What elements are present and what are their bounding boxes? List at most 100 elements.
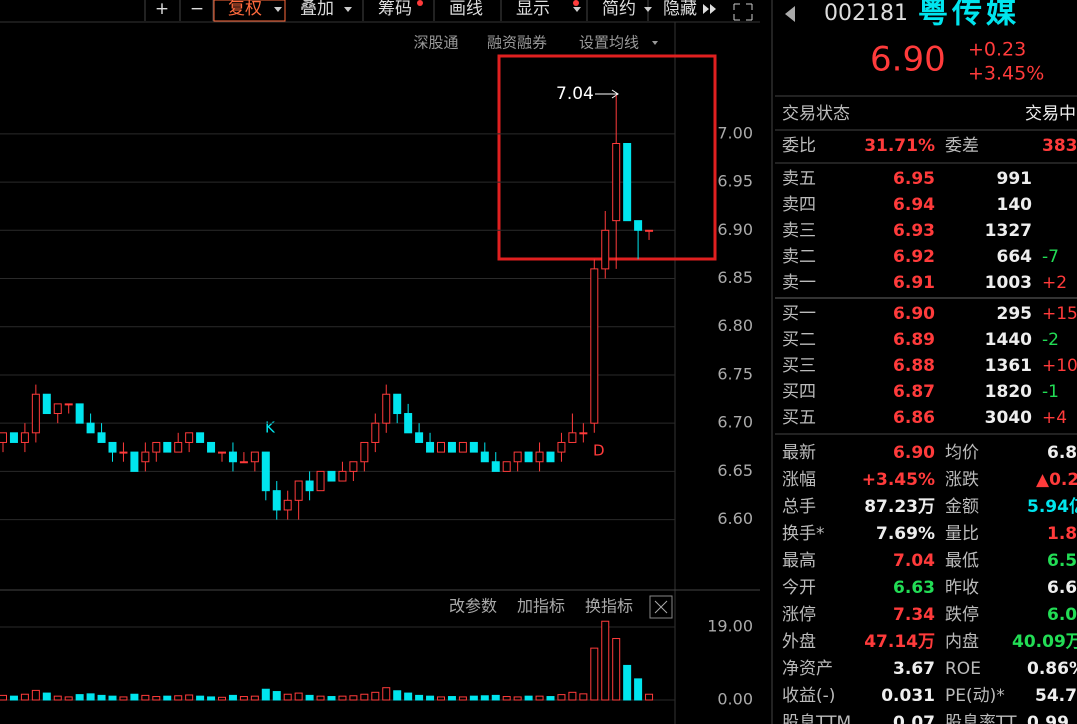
- toolbar-button[interactable]: +: [155, 0, 169, 19]
- y-tick-label: 6.95: [717, 172, 753, 191]
- book-change: -2: [1042, 330, 1059, 350]
- toolbar-button[interactable]: 简约: [602, 0, 636, 19]
- last-price: 6.90: [870, 40, 946, 80]
- toolbar-button[interactable]: 筹码: [378, 0, 412, 19]
- book-price: 6.91: [893, 273, 935, 293]
- book-label: 买一: [782, 304, 816, 324]
- stat-label: 涨跌: [945, 470, 979, 490]
- value: 383: [1042, 136, 1077, 156]
- volume-bar: [239, 696, 248, 701]
- candle-body: [174, 441, 183, 453]
- volume-bar: [480, 695, 489, 701]
- candle-body: [524, 451, 533, 463]
- indicator-button[interactable]: 改参数: [449, 597, 497, 616]
- candle-body: [130, 451, 139, 472]
- candle-body: [250, 451, 259, 463]
- stat-label: 内盘: [945, 632, 979, 652]
- toolbar-button[interactable]: 复权: [228, 0, 262, 19]
- active-tab: [213, 0, 286, 22]
- candle-body: [196, 432, 205, 443]
- candle-body: [64, 403, 73, 406]
- y-tick-label: 6.75: [717, 364, 753, 383]
- candle-body: [590, 268, 599, 424]
- volume-bar: [9, 695, 18, 701]
- change: +0.23: [968, 39, 1026, 61]
- candle-body: [327, 470, 336, 482]
- candle-body: [458, 441, 467, 453]
- book-label: 卖四: [782, 195, 816, 215]
- candle-body: [283, 499, 292, 511]
- volume-bar: [393, 690, 402, 701]
- candle-body: [9, 432, 18, 443]
- candle-body: [305, 480, 314, 492]
- stat-label: 最新: [782, 443, 816, 463]
- candle-body: [612, 143, 621, 222]
- candle-body: [53, 403, 62, 415]
- stock-code: 002181: [824, 1, 908, 26]
- stat-label: 今开: [782, 578, 816, 598]
- volume-bar: [130, 693, 139, 701]
- stat-value: 1.8: [1047, 524, 1077, 544]
- stat-label: 收益(-): [782, 686, 835, 706]
- y-tick-label: 6.70: [717, 413, 753, 432]
- volume-bar: [185, 694, 194, 701]
- sub-button[interactable]: 融资融券: [487, 34, 547, 52]
- stat-label: 外盘: [782, 632, 816, 652]
- book-price: 6.87: [893, 382, 935, 402]
- candle-body: [42, 393, 51, 415]
- stat-value: +3.45%: [862, 470, 935, 490]
- volume-bar: [382, 687, 391, 701]
- volume-bar: [458, 696, 467, 701]
- stat-value: 6.5: [1047, 551, 1077, 571]
- candle-body: [557, 441, 566, 453]
- stat-label: 总手: [782, 497, 816, 517]
- volume-bar: [294, 692, 303, 701]
- candle-body: [261, 451, 270, 492]
- candle-body: [31, 393, 40, 434]
- y-tick-label: 6.90: [717, 220, 753, 239]
- stat-label: 昨收: [945, 578, 979, 598]
- candle-body: [415, 432, 424, 443]
- back-icon[interactable]: [785, 6, 795, 22]
- volume-bar: [196, 695, 205, 701]
- volume-bar: [316, 695, 325, 701]
- volume-bar: [601, 620, 610, 701]
- stat-label: 最高: [782, 551, 816, 571]
- y-tick-label: 6.65: [717, 461, 753, 480]
- volume-bar: [64, 696, 73, 701]
- toolbar-button[interactable]: 隐藏: [663, 0, 697, 19]
- badge-dot: [417, 0, 423, 6]
- dropdown-arrow: [573, 7, 581, 12]
- candle-body: [601, 229, 610, 270]
- volume-bar: [108, 695, 117, 701]
- toolbar-button[interactable]: −: [190, 0, 204, 19]
- indicator-button[interactable]: 换指标: [585, 597, 633, 616]
- toolbar-button[interactable]: 画线: [449, 0, 483, 19]
- stat-label: 净资产: [782, 659, 833, 679]
- value: 31.71%: [864, 136, 935, 156]
- toolbar-button[interactable]: 显示: [516, 0, 550, 19]
- volume-bar: [404, 692, 413, 701]
- y-tick-label: 19.00: [707, 617, 753, 636]
- book-change: +10: [1042, 356, 1077, 376]
- candle-body: [480, 451, 489, 463]
- stat-value: 54.7: [1035, 686, 1077, 706]
- indicator-button[interactable]: 加指标: [517, 597, 565, 616]
- sub-button[interactable]: 设置均线: [579, 34, 639, 52]
- annotation: 7.04: [556, 84, 594, 104]
- candle-body: [316, 470, 325, 492]
- expand-icon: [703, 4, 716, 14]
- volume-bar: [415, 694, 424, 701]
- close-button[interactable]: [649, 595, 673, 619]
- stat-value: 40.09万: [1012, 632, 1077, 652]
- book-price: 6.93: [893, 221, 935, 241]
- book-change: +15: [1042, 304, 1077, 324]
- sub-button[interactable]: 深股通: [413, 34, 458, 52]
- candle-body: [371, 422, 380, 443]
- arrow-head: [611, 89, 619, 99]
- volume-bar: [174, 695, 183, 701]
- toolbar-button[interactable]: 叠加: [300, 0, 334, 19]
- volume-bar: [426, 695, 435, 701]
- volume-bar: [305, 694, 314, 701]
